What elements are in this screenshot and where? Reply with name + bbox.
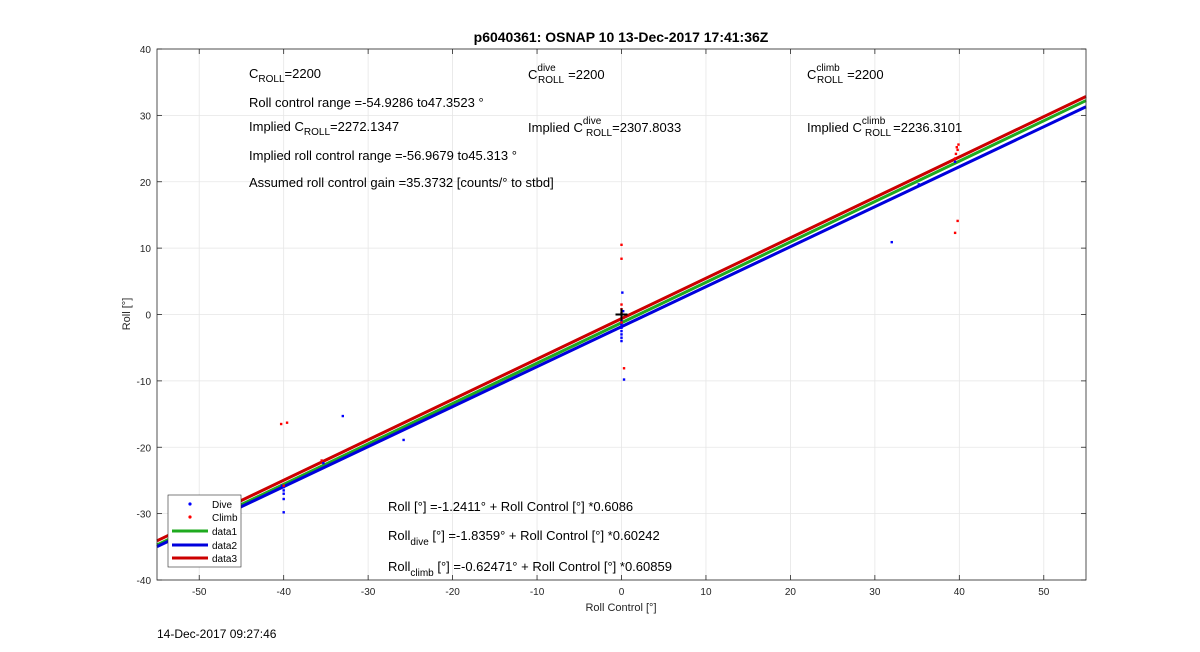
y-tick-label: 40 xyxy=(140,45,152,56)
point-dive xyxy=(402,438,405,442)
y-tick-label: -10 xyxy=(137,377,152,388)
fit-climb-equation: Rollclimb [°] =-0.62471° + Roll Control … xyxy=(388,559,672,579)
y-tick-label: 10 xyxy=(140,244,152,255)
point-climb xyxy=(620,321,623,324)
point-climb xyxy=(953,157,957,160)
point-dive xyxy=(953,160,957,164)
point-dive xyxy=(620,339,623,343)
point-dive xyxy=(620,326,623,329)
x-tick-label: 0 xyxy=(619,587,625,598)
legend-swatch-dive xyxy=(188,502,192,506)
roll-range-annotation: Roll control range =-54.9286 to47.3523 ° xyxy=(249,95,484,110)
point-dive xyxy=(620,329,623,333)
point-climb xyxy=(955,146,958,149)
origin-marker xyxy=(615,308,628,321)
legend-label-data2: data2 xyxy=(212,541,237,552)
point-dive xyxy=(622,378,626,381)
x-tick-label: 50 xyxy=(1038,587,1050,598)
y-tick-label: 20 xyxy=(140,178,152,189)
point-dive xyxy=(280,484,284,487)
footer-timestamp: 14-Dec-2017 09:27:46 xyxy=(157,627,277,641)
point-climb xyxy=(956,148,959,152)
point-climb xyxy=(285,421,289,424)
point-dive xyxy=(282,497,285,501)
point-climb xyxy=(622,367,626,370)
c-roll-annotation: CROLL=2200 xyxy=(249,66,321,85)
assumed-gain-annotation: Assumed roll control gain =35.3732 [coun… xyxy=(249,175,554,190)
point-dive xyxy=(620,336,623,339)
implied-c-roll-climb-annotation: Implied Cclimb ROLL =2236.3101 xyxy=(807,116,962,139)
point-dive xyxy=(890,240,893,244)
y-tick-label: -40 xyxy=(137,576,152,587)
x-axis-label: Roll Control [°] xyxy=(585,602,656,614)
point-dive xyxy=(620,319,623,323)
x-tick-label: -50 xyxy=(192,587,207,598)
point-climb xyxy=(620,243,623,247)
c-roll-dive-annotation: Cdive ROLL =2200 xyxy=(528,63,605,86)
x-tick-label: 30 xyxy=(869,587,881,598)
x-tick-label: -40 xyxy=(276,587,291,598)
x-tick-label: 40 xyxy=(954,587,966,598)
y-tick-label: -20 xyxy=(137,443,152,454)
point-dive xyxy=(322,461,325,465)
implied-c-roll-annotation: Implied CROLL=2272.1347 xyxy=(249,119,399,138)
point-dive xyxy=(282,492,285,495)
point-dive xyxy=(341,414,344,418)
x-tick-label: 10 xyxy=(700,587,712,598)
point-dive xyxy=(282,511,285,514)
y-tick-label: 0 xyxy=(145,311,151,322)
point-climb xyxy=(620,257,623,260)
point-climb xyxy=(620,303,623,306)
point-climb xyxy=(320,459,323,462)
x-tick-label: 20 xyxy=(785,587,797,598)
implied-range-annotation: Implied roll control range =-56.9679 to4… xyxy=(249,148,517,163)
x-tick-label: -20 xyxy=(445,587,460,598)
axis-ticks: -50 -40 -30 -20 -10 0 10 20 30 40 50 -40 -30 -20 -10 0 1… xyxy=(137,45,1086,598)
point-dive xyxy=(620,333,623,336)
legend: Dive Climb data1 data2 data3 xyxy=(167,494,242,568)
y-tick-label: 30 xyxy=(140,111,152,122)
point-dive xyxy=(621,309,625,313)
point-climb xyxy=(279,422,283,426)
fit-all-equation: Roll [°] =-1.2411° + Roll Control [°] *0… xyxy=(388,499,633,514)
fit-dive-equation: Rolldive [°] =-1.8359° + Roll Control [°… xyxy=(388,528,660,548)
point-dive xyxy=(282,485,285,489)
point-climb xyxy=(957,143,960,146)
point-climb xyxy=(282,484,285,487)
legend-label-climb: Climb xyxy=(212,513,238,524)
point-climb xyxy=(953,231,957,235)
x-tick-label: -10 xyxy=(530,587,545,598)
legend-label-data3: data3 xyxy=(212,554,237,565)
point-dive xyxy=(620,323,623,326)
c-roll-climb-annotation: Cclimb ROLL =2200 xyxy=(807,63,884,86)
point-dive xyxy=(917,183,920,186)
x-tick-label: -30 xyxy=(361,587,376,598)
legend-swatch-climb xyxy=(188,515,192,519)
implied-c-roll-dive-annotation: Implied Cdive ROLL=2307.8033 xyxy=(528,116,681,139)
point-climb xyxy=(954,152,958,156)
chart-title: p6040361: OSNAP 10 13-Dec-2017 17:41:36Z xyxy=(474,29,769,45)
point-climb xyxy=(956,219,959,223)
legend-label-dive: Dive xyxy=(212,500,232,511)
y-axis-label: Roll [°] xyxy=(121,298,133,331)
legend-label-data1: data1 xyxy=(212,527,237,538)
point-dive xyxy=(621,291,624,294)
point-dive xyxy=(282,489,285,492)
y-tick-label: -30 xyxy=(137,510,152,521)
